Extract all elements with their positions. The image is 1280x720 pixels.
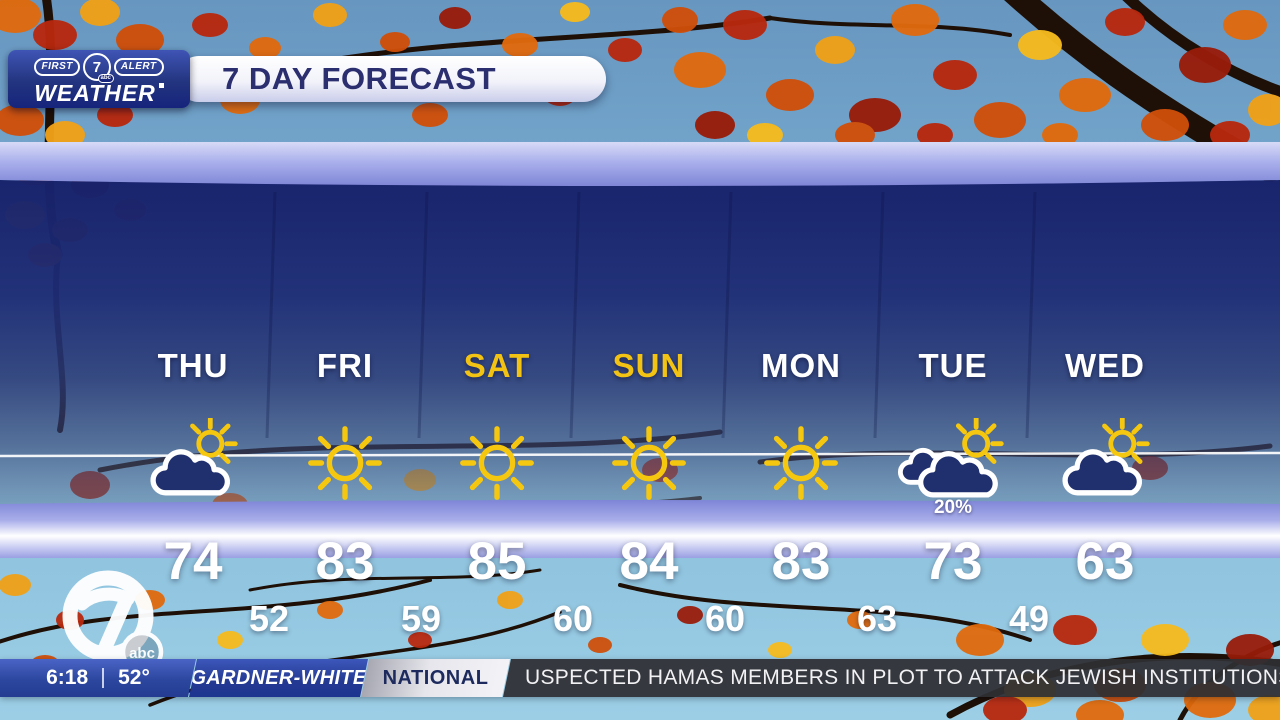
headline-text: USPECTED HAMAS MEMBERS IN PLOT TO ATTACK… <box>525 666 1280 689</box>
mostly-cloudy-icon: 20% <box>877 413 1029 518</box>
first-alert-weather-logo: FIRST 7 abc ALERT WEATHER <box>8 50 190 108</box>
partly-cloudy-icon <box>117 413 269 513</box>
page-title: 7 DAY FORECAST <box>222 61 497 96</box>
current-temp: 52° <box>118 666 150 689</box>
sunny-icon <box>421 413 573 513</box>
day-label: MON <box>761 347 841 384</box>
svg-text:abc: abc <box>129 645 155 662</box>
divider <box>102 668 105 688</box>
clock-time: 6:18 <box>46 666 89 689</box>
partly-cloudy-icon <box>1029 413 1181 513</box>
sunny-icon <box>573 413 725 513</box>
abc-network-label: abc <box>97 74 114 83</box>
news-ticker: 6:18 52° GARDNER-WHITE NATIONAL USPECTED… <box>0 659 1280 697</box>
day-label: SUN <box>612 347 686 384</box>
high-temp: 85 <box>467 531 527 591</box>
ticker-time-temp-segment: 6:18 52° <box>0 659 196 697</box>
sunny-icon <box>725 413 877 513</box>
high-temp: 73 <box>923 531 983 591</box>
high-temp: 74 <box>163 531 223 591</box>
high-temps-row: 74 83 85 84 83 73 63 <box>117 528 1181 594</box>
day-label: FRI <box>316 347 374 384</box>
headline-segment: USPECTED HAMAS MEMBERS IN PLOT TO ATTACK… <box>503 659 1280 697</box>
day-label: TUE <box>918 347 988 384</box>
channel-7-icon: 7 abc <box>82 53 114 83</box>
day-label: SAT <box>463 347 531 384</box>
weather-icons-row: 20% <box>117 408 1181 518</box>
high-temp: 63 <box>1075 531 1135 591</box>
category-segment: NATIONAL <box>361 659 510 697</box>
category-label: NATIONAL <box>382 666 489 689</box>
low-temp: 52 <box>248 598 290 639</box>
precip-chance: 20% <box>933 497 973 518</box>
sponsor-name: GARDNER-WHITE <box>190 666 367 689</box>
trademark-square <box>158 83 164 88</box>
low-temp: 59 <box>400 598 442 639</box>
day-label: WED <box>1065 347 1145 384</box>
day-labels-row: THU FRI SAT SUN MON TUE WED <box>117 340 1181 392</box>
brand-weather-label: WEATHER <box>34 80 156 106</box>
sponsor-segment: GARDNER-WHITE <box>189 659 368 697</box>
high-temp: 83 <box>771 531 831 591</box>
brand-alert-label: ALERT <box>113 58 164 76</box>
high-temp: 83 <box>315 531 375 591</box>
forecast-title-pill: 7 DAY FORECAST <box>176 56 606 102</box>
low-temp: 60 <box>704 598 746 639</box>
high-temp: 84 <box>619 531 679 591</box>
brand-first-label: FIRST <box>34 58 80 76</box>
low-temps-row: 52 59 60 60 63 49 <box>193 596 1105 642</box>
low-temp: 49 <box>1008 598 1050 639</box>
sunny-icon <box>269 413 421 513</box>
low-temp: 60 <box>552 598 594 639</box>
day-label: THU <box>157 347 229 384</box>
low-temp: 63 <box>856 598 898 639</box>
